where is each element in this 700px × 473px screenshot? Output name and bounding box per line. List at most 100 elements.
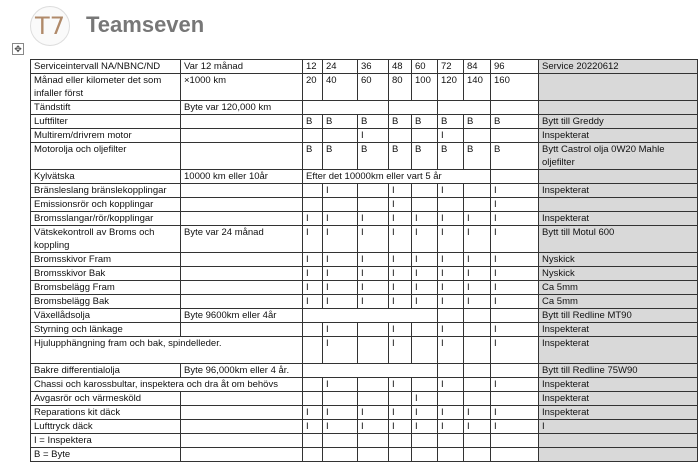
interval-mark-cell [357,447,389,462]
interval-mark-cell: I [490,225,539,253]
interval-mark-cell: I [411,225,438,253]
interval-note-cell: Var 12 månad [180,59,303,74]
interval-mark-cell: I [437,280,464,295]
interval-mark-cell: Efter det 10000km eller vart 5 år [302,169,491,184]
interval-mark-cell: I [357,294,389,309]
interval-mark-cell: I [490,183,539,198]
interval-note-cell [180,391,303,406]
interval-mark-cell: I [322,280,358,295]
interval-note-cell: Byte var 24 månad [180,225,303,253]
interval-mark-cell [437,100,491,115]
interval-mark-cell: I [411,405,438,420]
interval-mark-cell: I [437,294,464,309]
item-label-cell: Bromsskivor Bak [30,266,181,281]
interval-mark-cell: I [437,225,464,253]
interval-mark-cell: I [302,211,323,226]
interval-note-cell [180,280,303,295]
interval-mark-cell: I [302,280,323,295]
interval-mark-cell [388,391,412,406]
interval-mark-cell: I [388,405,412,420]
interval-mark-cell [490,447,539,462]
interval-mark-cell [463,363,491,378]
item-label-cell: Tändstift [30,100,181,115]
service-note-cell: Ca 5mm [538,280,698,295]
service-note-cell: Ca 5mm [538,294,698,309]
table-row: Bakre differentialolja Byte 96,000km elle… [30,363,698,378]
interval-mark-cell: I [388,197,412,212]
table-row: Reparations kit däck I I I I I I I I Inspekterat [30,405,698,420]
interval-mark-cell [411,433,438,448]
interval-mark-cell: B [411,142,438,170]
interval-note-cell: 10000 km eller 10år [180,169,303,184]
interval-mark-cell: I [411,391,438,406]
interval-mark-cell: I [437,377,464,392]
interval-mark-cell [437,308,464,323]
interval-mark-cell: I [411,252,438,267]
interval-mark-cell: 24 [322,59,358,74]
interval-note-cell [180,197,303,212]
service-note-cell: Nyskick [538,266,698,281]
interval-mark-cell [490,363,539,378]
service-note-cell: Bytt till Greddy [538,114,698,129]
table-row: Bromsskivor Fram I I I I I I I I Nyskick [30,252,698,267]
interval-note-cell [180,447,303,462]
interval-mark-cell [437,447,464,462]
table-row: I = Inspektera [30,433,698,448]
service-note-cell: Bytt till Redline 75W90 [538,363,698,378]
interval-mark-cell: 36 [357,59,389,74]
table-row: Lufttryck däck I I I I I I I I I [30,419,698,434]
item-label-cell: I = Inspektera [30,433,181,448]
table-row: Månad eller kilometer det som infaller f… [30,73,698,101]
interval-mark-cell: 80 [388,73,412,101]
interval-mark-cell [463,197,491,212]
table-row: Styrning och länkage I I I I Inspekterat [30,322,698,337]
item-label-cell: Bränsleslang bränslekopplingar [30,183,181,198]
interval-mark-cell: I [490,252,539,267]
interval-note-cell: ×1000 km [180,73,303,101]
interval-mark-cell [490,391,539,406]
interval-mark-cell: I [322,322,358,337]
interval-mark-cell: 48 [388,59,412,74]
interval-mark-cell: B [490,114,539,129]
interval-mark-cell [302,128,323,143]
interval-mark-cell: I [388,419,412,434]
interval-mark-cell: I [388,322,412,337]
interval-mark-cell: I [357,211,389,226]
table-move-handle-icon[interactable]: ✥ [12,43,24,55]
item-label-cell: Kylvätska [30,169,181,184]
table-row: Chassi och karossbultar, inspektera och … [30,377,698,392]
interval-mark-cell: I [490,405,539,420]
interval-note-cell [180,266,303,281]
interval-mark-cell: I [302,294,323,309]
interval-mark-cell: I [437,322,464,337]
service-note-cell [538,197,698,212]
interval-mark-cell: I [302,266,323,281]
interval-mark-cell: 20 [302,73,323,101]
item-label-cell: Avgasrör och värmesköld [30,391,181,406]
interval-mark-cell: I [437,128,464,143]
item-label-cell: Emissionsrör och kopplingar [30,197,181,212]
service-note-cell: I [538,419,698,434]
interval-mark-cell [302,100,389,115]
interval-note-cell [180,419,303,434]
interval-note-cell [180,252,303,267]
interval-mark-cell: B [463,114,491,129]
item-label-cell: Luftfilter [30,114,181,129]
interval-mark-cell [388,128,412,143]
interval-mark-cell: I [490,211,539,226]
service-note-cell: Inspekterat [538,336,698,364]
interval-mark-cell [411,336,438,364]
item-label-cell: Hjulupphängning fram och bak, spindelled… [30,336,303,364]
interval-note-cell [180,211,303,226]
interval-mark-cell [302,391,323,406]
interval-mark-cell: B [388,114,412,129]
interval-mark-cell [490,169,539,184]
interval-note-cell [180,142,303,170]
service-note-cell [538,73,698,101]
interval-note-cell [180,114,303,129]
table-row: Vätskekontroll av Broms och koppling Byte… [30,225,698,253]
item-label-cell: Serviceintervall NA/NBNC/ND [30,59,181,74]
interval-mark-cell: I [322,225,358,253]
interval-mark-cell: I [437,266,464,281]
service-note-cell [538,100,698,115]
